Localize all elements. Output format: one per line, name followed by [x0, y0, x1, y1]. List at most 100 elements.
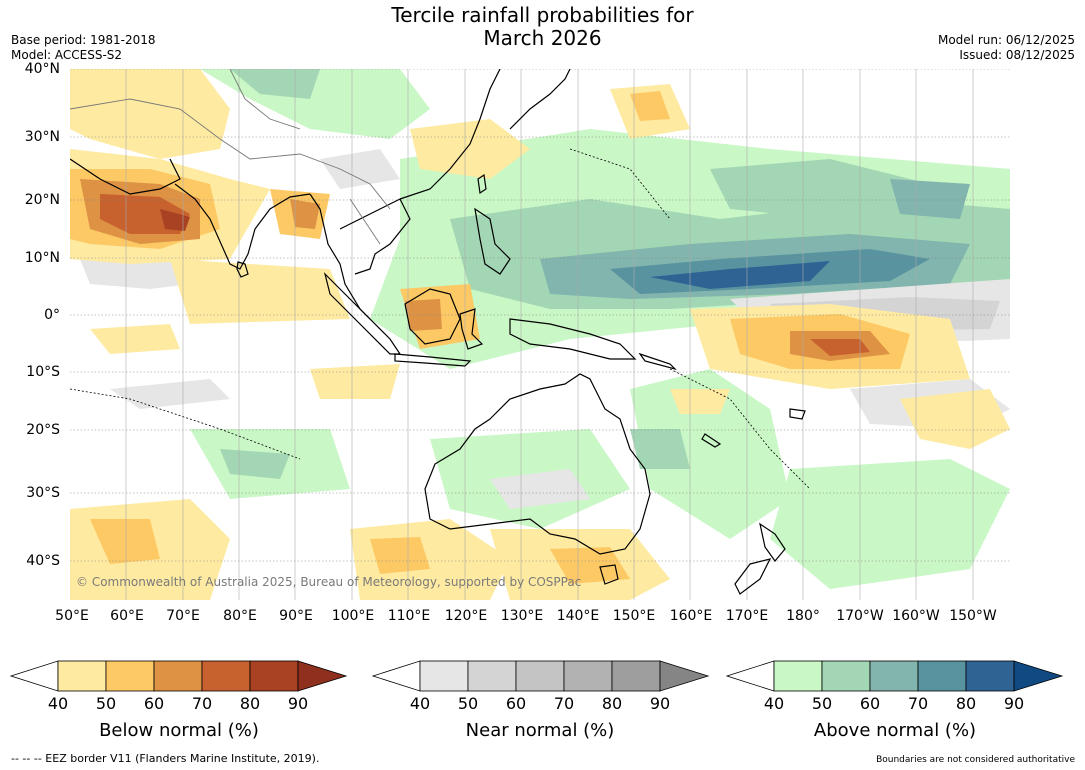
footer-disclaimer: Boundaries are not considered authoritat…: [876, 755, 1075, 765]
near-tick-label: 40: [409, 694, 431, 713]
base-period: Base period: 1981-2018: [11, 33, 156, 47]
title-line-1: Tercile rainfall probabilities for: [391, 3, 694, 27]
model-name: Model: ACCESS-S2: [11, 48, 123, 62]
footer-eez-note: -- -- -- EEZ border V11 (Flanders Marine…: [11, 752, 320, 765]
title-line-2: March 2026: [483, 26, 602, 50]
below-tick-label: 90: [287, 694, 309, 713]
new-caledonia: [701, 433, 722, 448]
below-tick-label: 80: [239, 694, 261, 713]
solomons: [638, 352, 678, 371]
near-bin-4: [611, 660, 661, 692]
near-tick-label: 60: [505, 694, 527, 713]
colorbar-near-title: Near normal (%): [465, 720, 615, 741]
above-upper-extend: [1013, 660, 1064, 692]
sulawesi: [459, 308, 484, 350]
lat-label-10n: 10°N: [24, 250, 60, 266]
china-coast: [399, 68, 501, 200]
below-tick-label: 50: [95, 694, 117, 713]
lon-label-80e: 80°E: [223, 608, 257, 624]
below-tick-label: 40: [47, 694, 69, 713]
new-zealand-south: [734, 558, 772, 595]
philippines: [474, 207, 511, 275]
below-tick-label: 60: [143, 694, 165, 713]
issued-date: Issued: 08/12/2025: [959, 48, 1075, 62]
map-title: Tercile rainfall probabilities for March…: [0, 4, 1085, 50]
lat-label-0: 0°: [44, 307, 60, 323]
taiwan: [477, 173, 487, 195]
indochina-coast: [339, 198, 411, 275]
coastlines: [69, 68, 806, 595]
below-tick-label: 70: [191, 694, 213, 713]
near-tick-label: 50: [457, 694, 479, 713]
rainfall-map: [69, 68, 1010, 600]
below-bin-4: [249, 660, 299, 692]
near-upper-extend: [659, 660, 710, 692]
australia: [424, 373, 651, 555]
above-bin-2: [869, 660, 919, 692]
near-tick-label: 70: [553, 694, 575, 713]
lat-label-20s: 20°S: [26, 422, 60, 438]
lon-label-170w: 170°W: [836, 608, 884, 624]
above-bin-3: [917, 660, 967, 692]
lat-label-40n: 40°N: [24, 61, 60, 77]
lat-label-40s: 40°S: [26, 553, 60, 569]
below-bin-3: [201, 660, 251, 692]
graticule: [70, 68, 1010, 562]
above-tick-label: 60: [859, 694, 881, 713]
lon-label-90e: 90°E: [279, 608, 313, 624]
new-zealand-north: [759, 522, 786, 562]
country-borders: [69, 68, 391, 245]
lon-label-160e: 160°E: [669, 608, 713, 624]
above-bin-1: [821, 660, 871, 692]
lat-label-20n: 20°N: [24, 192, 60, 208]
below-bin-0: [57, 660, 107, 692]
copyright-text: © Commonwealth of Australia 2025, Bureau…: [76, 575, 582, 589]
india-coast: [174, 183, 311, 270]
colorbar-below-title: Below normal (%): [99, 720, 259, 741]
below-bin-2: [153, 660, 203, 692]
java: [394, 353, 472, 367]
above-bin-0: [773, 660, 823, 692]
lat-label-30s: 30°S: [26, 485, 60, 501]
meta-left: Base period: 1981-2018 Model: ACCESS-S2: [11, 33, 156, 63]
near-bin-0: [419, 660, 469, 692]
sri-lanka: [236, 261, 249, 278]
lon-label-150e: 150°E: [612, 608, 656, 624]
below-normal-patches: [70, 69, 1010, 600]
lon-label-140e: 140°E: [556, 608, 600, 624]
near-tick-label: 80: [601, 694, 623, 713]
above-tick-label: 40: [763, 694, 785, 713]
below-upper-extend: [297, 660, 348, 692]
above-tick-label: 90: [1003, 694, 1025, 713]
lon-label-70e: 70°E: [166, 608, 200, 624]
graticule-meridians: [125, 69, 974, 600]
near-tick-label: 90: [649, 694, 671, 713]
japan: [509, 68, 571, 130]
lon-label-130e: 130°E: [500, 608, 544, 624]
arabia-coast: [69, 158, 181, 195]
lon-label-110e: 110°E: [387, 608, 431, 624]
below-bin-1: [105, 660, 155, 692]
lon-label-160w: 160°W: [892, 608, 940, 624]
near-lower-extend: [372, 660, 421, 692]
lon-label-100e: 100°E: [331, 608, 375, 624]
colorbar-above-title: Above normal (%): [813, 720, 977, 741]
lat-label-30n: 30°N: [24, 129, 60, 145]
lon-label-50e: 50°E: [55, 608, 89, 624]
below-lower-extend: [10, 660, 59, 692]
eez-borders: [69, 148, 811, 490]
lon-label-60e: 60°E: [110, 608, 144, 624]
borneo: [404, 288, 461, 345]
tasmania: [599, 564, 619, 585]
map-canvas: [69, 68, 1010, 600]
lon-label-150w: 150°W: [949, 608, 997, 624]
colorbar-above: [726, 660, 1064, 692]
above-bin-4: [965, 660, 1015, 692]
new-guinea: [509, 318, 637, 360]
lat-label-10s: 10°S: [26, 364, 60, 380]
lon-label-170e: 170°E: [725, 608, 769, 624]
lon-label-120e: 120°E: [444, 608, 488, 624]
above-tick-label: 80: [955, 694, 977, 713]
lon-label-180: 180°: [786, 608, 820, 624]
above-lower-extend: [726, 660, 775, 692]
